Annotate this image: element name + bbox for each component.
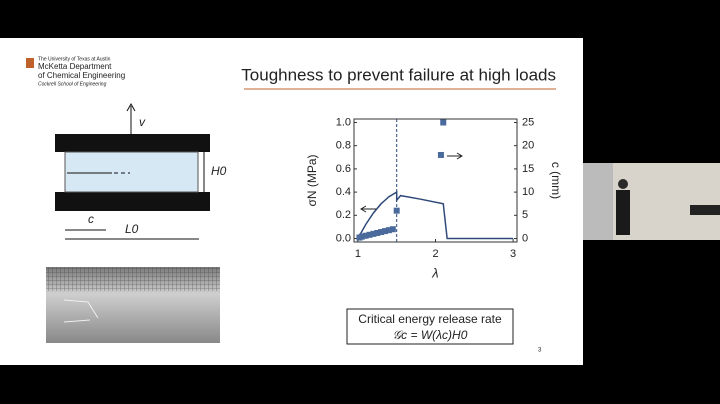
y2-tick-label: 5	[522, 209, 528, 221]
crack-marker	[378, 229, 385, 236]
label-v: v	[139, 115, 146, 129]
axis-arrow	[360, 205, 376, 213]
y-axis-label: σN (MPa)	[305, 154, 319, 206]
crack-marker	[385, 227, 392, 234]
stress-line	[357, 190, 514, 240]
webcam-wall	[583, 163, 613, 240]
label-h: H0	[211, 164, 227, 178]
crack-marker	[437, 151, 444, 158]
crack-marker	[366, 231, 373, 238]
label-l: L0	[125, 222, 139, 236]
x-tick-label: 2	[432, 248, 438, 260]
y-tick-label: 0.4	[336, 186, 351, 198]
page-number: 3	[538, 348, 542, 354]
x-tick-label: 1	[355, 248, 361, 260]
formula-box	[346, 308, 514, 345]
crack-marker	[362, 232, 369, 239]
y2-tick-label: 10	[522, 186, 534, 198]
x-tick-label: 3	[510, 248, 516, 260]
logo-text: McKetta Department	[38, 62, 112, 71]
logo-text: of Chemical Engineering	[38, 71, 125, 80]
chart: 0.0 0.2 0.4 0.6 0.8 1.0 0 5 10 15 20 25 1 2 3 λ σN (MPa)…	[305, 116, 563, 280]
axis-arrow	[447, 152, 463, 160]
crack-marker	[440, 119, 447, 126]
photo-mesh	[46, 267, 220, 291]
webcam-person	[616, 190, 630, 235]
y2-tick-label: 25	[522, 116, 534, 128]
gel	[64, 151, 199, 193]
y-tick-label: 0.0	[336, 232, 351, 244]
crack-marker	[358, 233, 365, 240]
arrow-head	[126, 102, 136, 112]
box-formula: 𝒢c = W(λc)H0	[393, 328, 468, 342]
logo-text: Cockrell School of Engineering	[38, 81, 107, 87]
box-text: Critical energy release rate	[358, 312, 502, 326]
y-tick-label: 0.8	[336, 140, 351, 152]
logo-icon	[26, 58, 34, 68]
plate	[55, 192, 210, 211]
plate	[55, 134, 210, 152]
y2-axis-label: c (mm)	[549, 162, 563, 199]
label-c: c	[88, 212, 94, 226]
y2-tick-label: 15	[522, 163, 534, 175]
webcam-desk	[690, 205, 720, 215]
logo-text: The University of Texas at Austin	[38, 56, 111, 62]
crack-marker	[389, 226, 396, 233]
x-axis-label: λ	[431, 265, 438, 280]
crack-marker	[382, 228, 389, 235]
y-tick-label: 0.6	[336, 163, 351, 175]
photo-crack	[63, 299, 99, 323]
crack-marker	[370, 230, 377, 237]
y-tick-label: 0.2	[336, 209, 351, 221]
slide-title: Toughness to prevent failure at high loa…	[241, 65, 556, 84]
crack-marker	[393, 207, 400, 214]
crack-marker	[374, 229, 381, 236]
webcam-head	[618, 179, 628, 189]
y-tick-label: 1.0	[336, 116, 351, 128]
y2-tick-label: 0	[522, 232, 528, 244]
y2-tick-label: 20	[522, 140, 534, 152]
